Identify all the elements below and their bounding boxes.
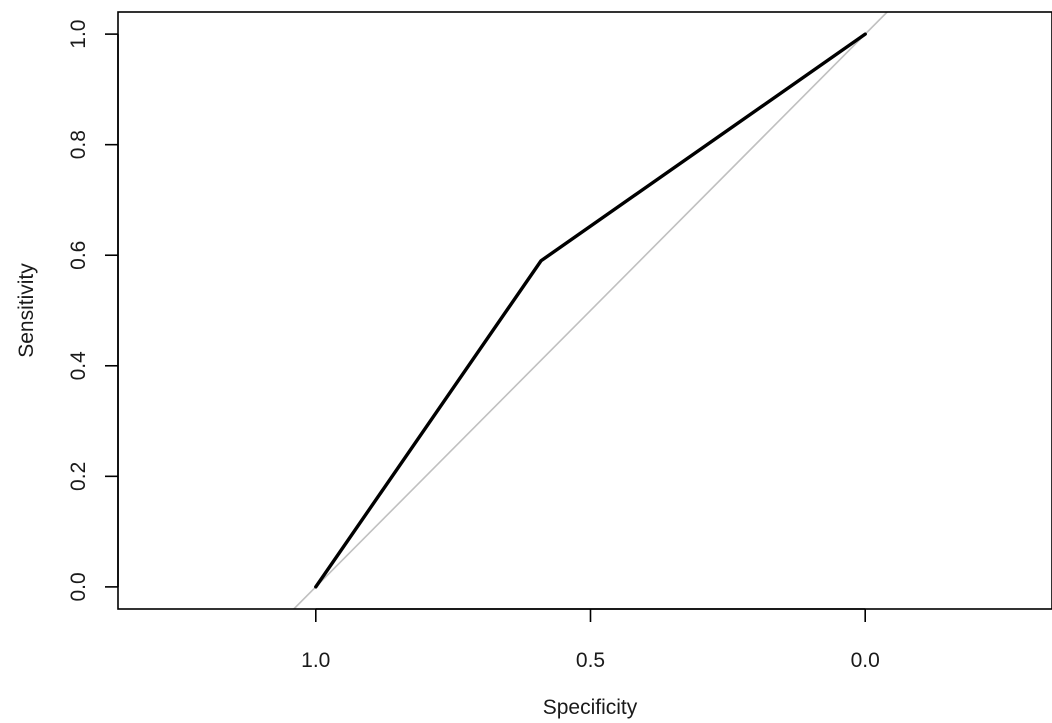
x-axis-title: Specificity — [543, 696, 638, 719]
y-tick-label: 1.0 — [67, 20, 90, 49]
y-tick-label: 0.0 — [67, 572, 90, 601]
series-layer — [314, 32, 867, 589]
plot-box — [117, 11, 1052, 610]
x-axis: 1.0 0.5 0.0 — [301, 608, 880, 672]
reference-diagonal-line — [293, 12, 888, 609]
y-axis: 0.0 0.2 0.4 0.6 0.8 1.0 — [67, 20, 119, 601]
y-tick-label: 0.8 — [67, 130, 90, 159]
y-axis-title: Sensitivity — [15, 263, 38, 358]
y-tick-label: 0.2 — [67, 462, 90, 491]
y-tick-label: 0.6 — [67, 241, 90, 270]
x-tick-label: 0.0 — [851, 649, 880, 672]
x-tick-label: 1.0 — [301, 649, 330, 672]
y-tick-label: 0.4 — [67, 351, 90, 381]
reference-line-layer — [293, 12, 888, 609]
x-tick-label: 0.5 — [576, 649, 605, 672]
